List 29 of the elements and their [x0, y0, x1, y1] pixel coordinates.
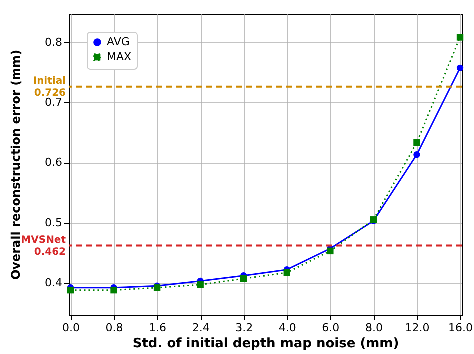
- point: [197, 282, 204, 288]
- x-tick-label: 12.0: [405, 322, 430, 334]
- point: [284, 270, 290, 276]
- point: [414, 152, 420, 158]
- x-tick-label: 2.4: [192, 322, 210, 334]
- y-tick-label: 0.8: [45, 36, 62, 49]
- x-axis-title: Std. of initial depth map noise (mm): [132, 336, 400, 352]
- point: [414, 139, 420, 146]
- y-tick-label: 0.6: [45, 156, 62, 170]
- x-tick-label: 8.0: [365, 322, 383, 334]
- y-tick-label: 0.4: [45, 276, 62, 290]
- x-tick-label: 4.0: [278, 322, 296, 334]
- point: [327, 248, 334, 255]
- point: [67, 286, 74, 294]
- x-tick-label: 0.0: [62, 322, 80, 334]
- x-tick-label: 3.2: [236, 322, 254, 334]
- x-tick-label: 0.8: [106, 322, 124, 334]
- x-tick-label: 16.0: [448, 322, 474, 334]
- x-tick-label: 6.0: [322, 322, 340, 334]
- point: [240, 276, 248, 282]
- y-axis-title: Overall reconstruction error (mm): [9, 50, 24, 280]
- point: [456, 64, 464, 72]
- y-tick-label: 0.5: [45, 216, 62, 230]
- legend-label: AVG: [107, 36, 130, 48]
- point: [110, 286, 118, 294]
- legend-label: MAX: [107, 50, 132, 64]
- ref-line-label: MVSNet 0.462: [21, 234, 66, 258]
- x-tick-label: 1.6: [149, 322, 167, 334]
- point: [456, 34, 464, 41]
